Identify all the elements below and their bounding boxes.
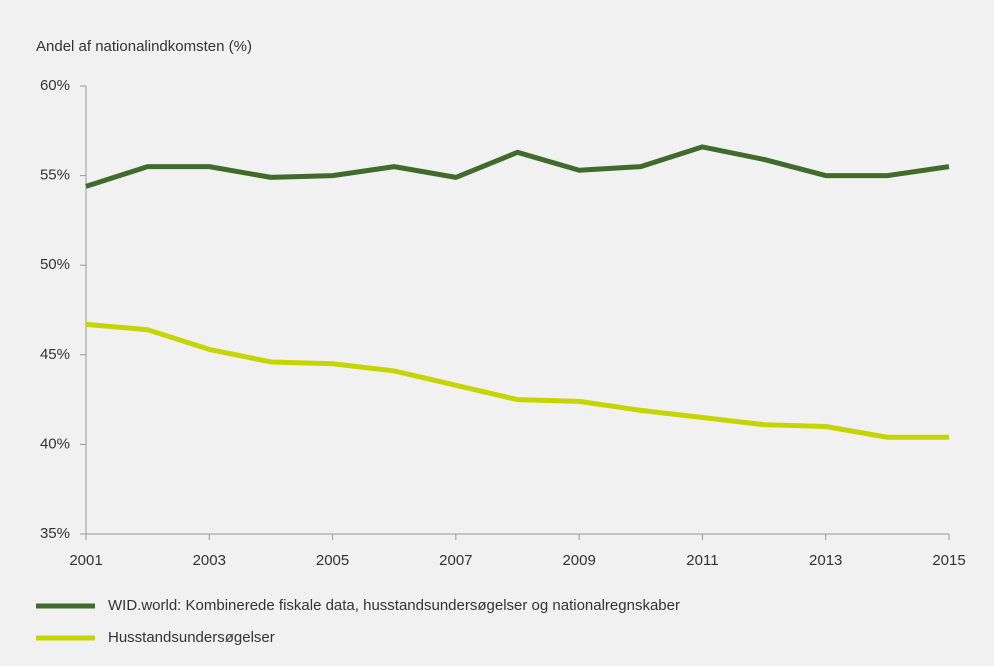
y-tick-label: 60% xyxy=(40,77,70,94)
x-tick-label: 2009 xyxy=(562,552,595,569)
legend-label: WID.world: Kombinerede fiskale data, hus… xyxy=(108,597,680,614)
y-axis-label: Andel af nationalindkomsten (%) xyxy=(36,38,252,55)
x-tick-label: 2001 xyxy=(69,552,102,569)
x-tick-label: 2015 xyxy=(932,552,965,569)
y-tick-label: 40% xyxy=(40,435,70,452)
series-line xyxy=(85,321,949,440)
x-tick-label: 2003 xyxy=(193,552,226,569)
y-tick-label: 50% xyxy=(40,256,70,273)
y-tick-label: 45% xyxy=(40,346,70,363)
x-tick-label: 2013 xyxy=(809,552,842,569)
x-tick-label: 2005 xyxy=(316,552,349,569)
y-tick-label: 55% xyxy=(40,167,70,184)
x-tick-label: 2007 xyxy=(439,552,472,569)
y-tick-label: 35% xyxy=(40,525,70,542)
x-tick-label: 2011 xyxy=(686,552,718,569)
series-line xyxy=(85,144,950,189)
legend-label: Husstandsundersøgelser xyxy=(108,629,275,646)
